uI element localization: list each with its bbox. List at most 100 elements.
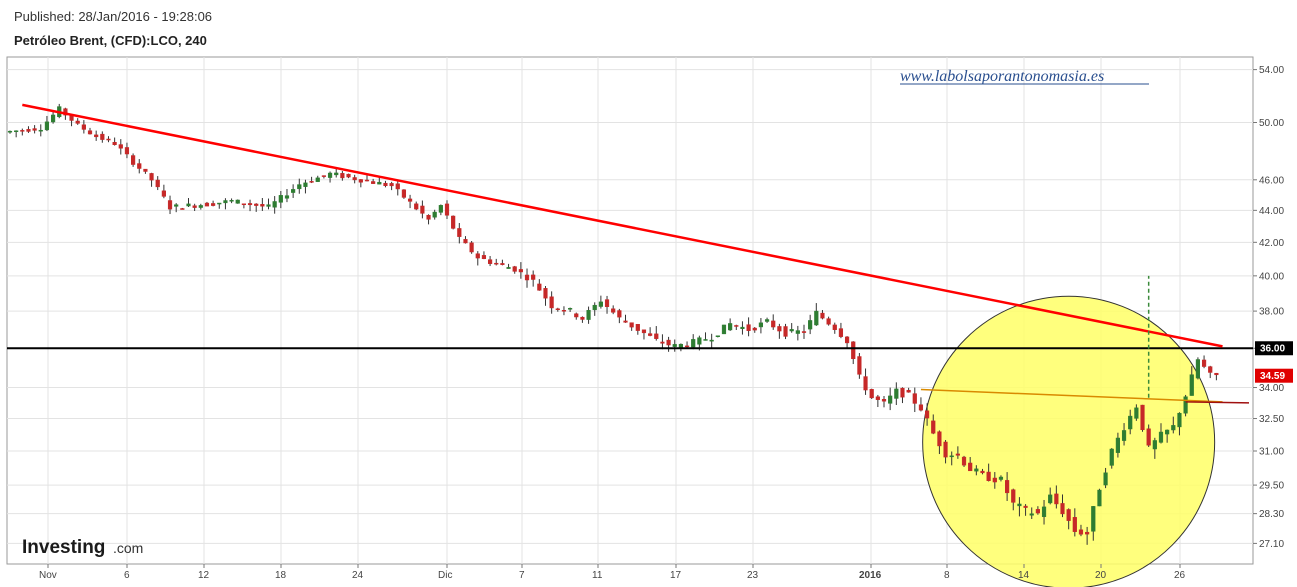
candle-up [703, 339, 708, 341]
candle-up [586, 310, 591, 320]
candle-down [124, 147, 130, 155]
candle-down [918, 404, 924, 411]
candle-down [1035, 509, 1040, 514]
instrument-title: Petróleo Brent, (CFD):LCO, 240 [14, 33, 207, 48]
y-tick-label: 54.00 [1259, 65, 1284, 76]
candle-up [229, 200, 234, 202]
candle-down [1011, 489, 1016, 503]
candle-down [475, 253, 480, 259]
candle-up [174, 204, 179, 207]
highlight-layer [922, 295, 1216, 587]
candle-down [986, 471, 991, 481]
candle-down [1140, 404, 1145, 430]
candle-down [118, 144, 123, 149]
candle-down [666, 339, 671, 346]
candle-up [814, 310, 819, 326]
candle-up [38, 129, 43, 132]
candle-down [844, 336, 850, 344]
candle-down [346, 173, 351, 178]
candle-up [740, 326, 745, 330]
candle-down [371, 181, 376, 184]
candle-up [1158, 431, 1164, 443]
candle-up [691, 339, 696, 348]
candle-up [284, 195, 290, 199]
candle-up [721, 324, 727, 335]
candle-up [1115, 437, 1120, 453]
x-tick-label: 14 [1018, 570, 1030, 581]
candle-down [555, 308, 560, 311]
resistance-price-label: 36.00 [1260, 344, 1285, 355]
candle-down [155, 179, 160, 188]
x-tick-label: 6 [124, 570, 130, 581]
candle-up [223, 200, 228, 204]
candle-down [94, 134, 99, 138]
candle-down [1208, 366, 1213, 373]
candle-up [758, 322, 764, 328]
candle-down [617, 310, 622, 318]
candle-down [524, 274, 530, 281]
candle-up [1165, 429, 1170, 435]
candle-down [383, 182, 388, 187]
y-tick-label: 38.00 [1259, 307, 1284, 318]
candle-down [783, 326, 788, 337]
candle-down [875, 396, 880, 400]
x-tick-label: 26 [1174, 570, 1186, 581]
candle-down [1085, 531, 1090, 535]
price-labels: 36.00 34.59 [1255, 341, 1293, 383]
candle-down [26, 129, 31, 132]
candle-up [327, 172, 333, 178]
investing-logo: Investing .com [22, 537, 143, 558]
candle-down [211, 203, 216, 206]
candle-down [549, 296, 554, 309]
y-tick-label: 44.00 [1259, 206, 1284, 217]
candle-down [1005, 480, 1010, 494]
candle-down [881, 399, 887, 402]
candle-down [832, 324, 837, 330]
neckline-extension [1185, 401, 1250, 404]
candle-down [851, 341, 856, 360]
resistance-price-label-bg [1255, 341, 1293, 356]
candle-down [820, 312, 825, 319]
candle-up [506, 267, 511, 269]
y-tick-label: 32.50 [1259, 414, 1284, 425]
candle-up [1029, 513, 1034, 516]
candle-down [1054, 493, 1059, 505]
published-timestamp: Published: 28/Jan/2016 - 19:28:06 [14, 9, 213, 24]
candle-down [407, 198, 413, 202]
candle-down [543, 288, 548, 299]
candle-down [254, 203, 259, 206]
candle-up [1171, 425, 1176, 431]
candle-down [131, 155, 136, 165]
candle-up [808, 320, 813, 330]
candle-up [1097, 489, 1102, 507]
candle-down [75, 120, 80, 124]
candle-down [420, 205, 425, 214]
candles [7, 103, 1219, 545]
candle-down [481, 255, 487, 260]
candle-up [1103, 472, 1108, 486]
candle-up [377, 181, 382, 185]
candle-down [389, 183, 394, 187]
candle-down [857, 356, 862, 375]
highlight-circle [922, 295, 1216, 587]
candle-up [235, 199, 240, 204]
x-tick-label: Dic [438, 570, 452, 581]
candle-down [574, 313, 579, 318]
candle-up [432, 211, 437, 218]
candle-up [672, 344, 677, 347]
candle-down [604, 299, 610, 307]
candle-down [180, 208, 185, 210]
y-tick-label: 31.00 [1259, 447, 1284, 458]
candle-up [592, 304, 597, 311]
candle-down [684, 345, 690, 348]
candle-up [1189, 374, 1194, 396]
candle-up [278, 195, 283, 203]
candle-up [678, 343, 683, 348]
candle-down [648, 333, 653, 336]
candle-down [826, 318, 831, 325]
candle-down [401, 189, 407, 198]
candle-down [931, 420, 936, 434]
candle-down [358, 179, 363, 183]
candle-down [623, 320, 628, 323]
candle-down [968, 462, 973, 472]
